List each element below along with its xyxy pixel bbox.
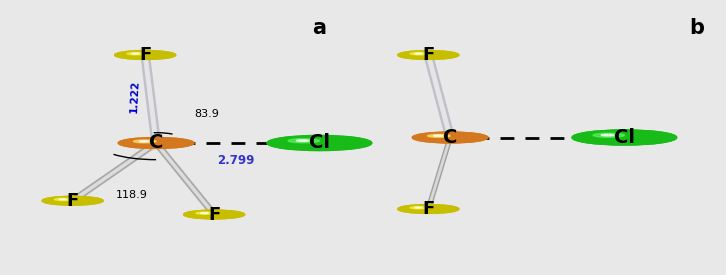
Text: Cl: Cl bbox=[309, 133, 330, 153]
Ellipse shape bbox=[412, 132, 488, 143]
Ellipse shape bbox=[127, 53, 145, 55]
Text: a: a bbox=[312, 18, 327, 37]
Ellipse shape bbox=[48, 197, 82, 202]
Ellipse shape bbox=[200, 213, 208, 214]
Ellipse shape bbox=[398, 205, 459, 213]
Ellipse shape bbox=[126, 139, 168, 145]
Ellipse shape bbox=[42, 196, 103, 205]
Text: 2.799: 2.799 bbox=[217, 154, 255, 167]
Ellipse shape bbox=[601, 134, 664, 143]
Text: F: F bbox=[208, 205, 220, 224]
Text: 118.9: 118.9 bbox=[116, 190, 148, 200]
Ellipse shape bbox=[196, 212, 214, 214]
Ellipse shape bbox=[115, 51, 176, 59]
Text: 83.9: 83.9 bbox=[194, 109, 219, 119]
Ellipse shape bbox=[582, 131, 640, 140]
Ellipse shape bbox=[572, 130, 677, 145]
Ellipse shape bbox=[118, 138, 194, 148]
Ellipse shape bbox=[277, 137, 335, 145]
Ellipse shape bbox=[296, 140, 309, 141]
Ellipse shape bbox=[121, 51, 155, 56]
Text: C: C bbox=[443, 128, 457, 147]
Ellipse shape bbox=[288, 139, 319, 143]
Ellipse shape bbox=[404, 205, 438, 210]
Ellipse shape bbox=[189, 211, 224, 216]
Ellipse shape bbox=[131, 53, 139, 54]
Ellipse shape bbox=[428, 134, 450, 138]
Ellipse shape bbox=[184, 210, 245, 219]
Ellipse shape bbox=[415, 53, 452, 58]
Ellipse shape bbox=[415, 53, 423, 54]
Text: 1.222: 1.222 bbox=[129, 79, 141, 113]
Text: b: b bbox=[690, 18, 704, 37]
Ellipse shape bbox=[404, 51, 438, 56]
Ellipse shape bbox=[398, 51, 459, 59]
Ellipse shape bbox=[601, 134, 614, 136]
Ellipse shape bbox=[59, 199, 67, 200]
Ellipse shape bbox=[267, 136, 372, 150]
Ellipse shape bbox=[410, 53, 428, 55]
Text: F: F bbox=[67, 192, 78, 210]
Ellipse shape bbox=[59, 199, 96, 204]
Ellipse shape bbox=[410, 207, 428, 209]
Ellipse shape bbox=[115, 51, 176, 59]
Ellipse shape bbox=[267, 136, 372, 150]
Ellipse shape bbox=[433, 135, 443, 136]
Ellipse shape bbox=[131, 53, 168, 58]
Ellipse shape bbox=[54, 198, 73, 201]
Text: F: F bbox=[139, 46, 151, 64]
Ellipse shape bbox=[572, 130, 677, 145]
Ellipse shape bbox=[593, 133, 624, 137]
Ellipse shape bbox=[184, 210, 245, 219]
Ellipse shape bbox=[134, 140, 156, 143]
Text: Cl: Cl bbox=[614, 128, 635, 147]
Ellipse shape bbox=[296, 140, 359, 148]
Ellipse shape bbox=[412, 132, 488, 143]
Ellipse shape bbox=[42, 196, 103, 205]
Ellipse shape bbox=[415, 207, 423, 208]
Ellipse shape bbox=[200, 213, 237, 218]
Ellipse shape bbox=[139, 141, 149, 142]
Text: C: C bbox=[149, 133, 163, 153]
Ellipse shape bbox=[398, 205, 459, 213]
Text: F: F bbox=[423, 46, 434, 64]
Ellipse shape bbox=[420, 133, 462, 139]
Text: F: F bbox=[423, 200, 434, 218]
Ellipse shape bbox=[415, 207, 452, 212]
Ellipse shape bbox=[433, 135, 478, 142]
Ellipse shape bbox=[398, 51, 459, 59]
Ellipse shape bbox=[139, 141, 184, 147]
Ellipse shape bbox=[118, 138, 194, 148]
